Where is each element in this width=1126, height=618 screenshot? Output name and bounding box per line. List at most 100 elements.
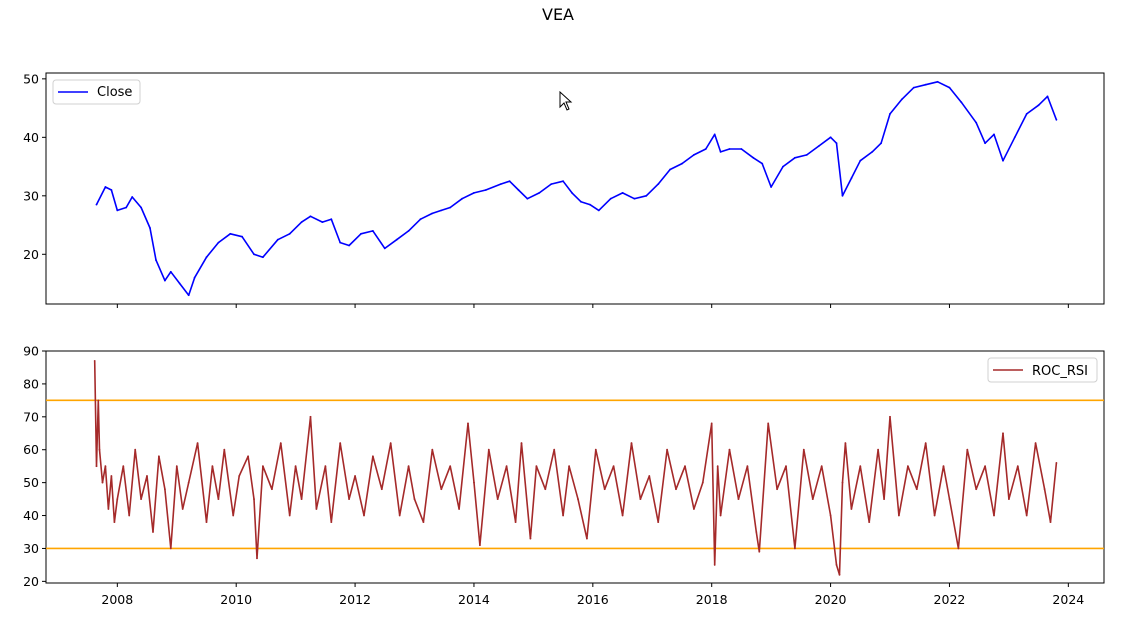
data-point [776,488,778,491]
data-point [898,514,900,517]
data-point [835,564,838,566]
data-point [1049,521,1052,523]
data-point [657,183,660,186]
data-point [693,508,695,510]
data-point [1008,498,1010,500]
close-plot-area [95,80,1058,297]
data-point [657,521,660,523]
data-point [149,227,151,229]
data-point [110,189,113,191]
data-point [850,508,853,510]
data-point [279,442,282,444]
data-point [211,465,214,468]
data-point [633,197,636,200]
data-point [315,508,318,510]
data-point [520,442,523,444]
data-point [169,547,172,550]
data-point [241,235,244,238]
data-point [372,455,374,458]
data-point [253,253,255,256]
data-point [746,465,749,468]
data-point [422,521,425,523]
data-point [431,448,434,451]
data-point [936,80,939,83]
data-point [1013,136,1016,139]
data-point [975,488,978,491]
data-point [960,101,963,104]
data-point [957,547,960,550]
data-point [187,294,190,297]
data-point [217,498,220,500]
close-axes-ticks: 20 30 40 50 [23,71,1069,308]
data-point [529,537,532,540]
data-point [467,422,469,425]
data-point [354,475,356,477]
x-tick-label: 2022 [934,592,966,607]
data-point [196,442,199,444]
data-point [1002,159,1004,162]
data-point [785,465,787,468]
data-point [262,465,264,468]
x-tick-label: 2024 [1052,592,1084,607]
figure-title: VEA [542,5,574,24]
data-point [889,415,891,418]
data-point [348,244,350,247]
data-point [704,148,707,150]
data-point [419,218,422,221]
data-point [146,475,148,477]
roc-legend: ROC_RSI [987,357,1098,383]
x-tick-label: 2020 [815,592,847,607]
y-tick-label: 40 [23,130,39,145]
x-tick-label: 2012 [339,592,371,607]
y-tick-label: 30 [23,541,39,556]
close-price-axes: 20 30 40 50 Close [23,71,1105,308]
data-point [473,192,475,194]
data-point [758,550,761,553]
data-point [1025,113,1028,115]
y-tick-label: 50 [23,475,39,490]
data-point [223,448,226,451]
data-point [550,183,553,186]
y-tick-label: 20 [23,574,39,589]
data-point [499,183,502,186]
data-point [737,498,740,500]
x-tick-label: 2016 [577,592,609,607]
data-point [901,98,903,101]
data-point [487,448,490,451]
data-point [496,498,499,500]
data-point [449,206,452,209]
data-point [782,165,784,168]
data-point [113,521,116,523]
data-point [993,133,995,136]
data-point [458,508,460,510]
data-point [538,192,541,194]
data-point [122,465,125,468]
data-point [594,448,597,451]
data-point [728,448,731,451]
data-point [300,498,303,500]
data-point [719,514,722,517]
data-point [535,465,538,468]
data-point [339,241,342,244]
data-point [431,212,434,215]
data-point [907,465,909,468]
data-point [713,133,716,136]
roc-axes-ticks: 20 30 40 50 60 70 80 90 2008 2010 2012 2014 2016 2018… [23,344,1084,608]
data-point [262,256,264,259]
data-point [440,488,443,491]
data-point [187,481,190,484]
data-point [288,514,291,517]
data-point [407,230,410,232]
data-point [829,514,832,517]
data-point [805,154,808,156]
data-point [612,465,615,468]
data-point [553,448,556,451]
data-point [128,514,131,517]
data-point [639,498,642,500]
data-point [107,508,110,510]
data-point [975,121,978,124]
close-axes-frame [45,72,1105,305]
data-point [586,537,588,540]
roc-legend-label: ROC_RSI [1032,364,1088,379]
data-point [603,488,606,491]
